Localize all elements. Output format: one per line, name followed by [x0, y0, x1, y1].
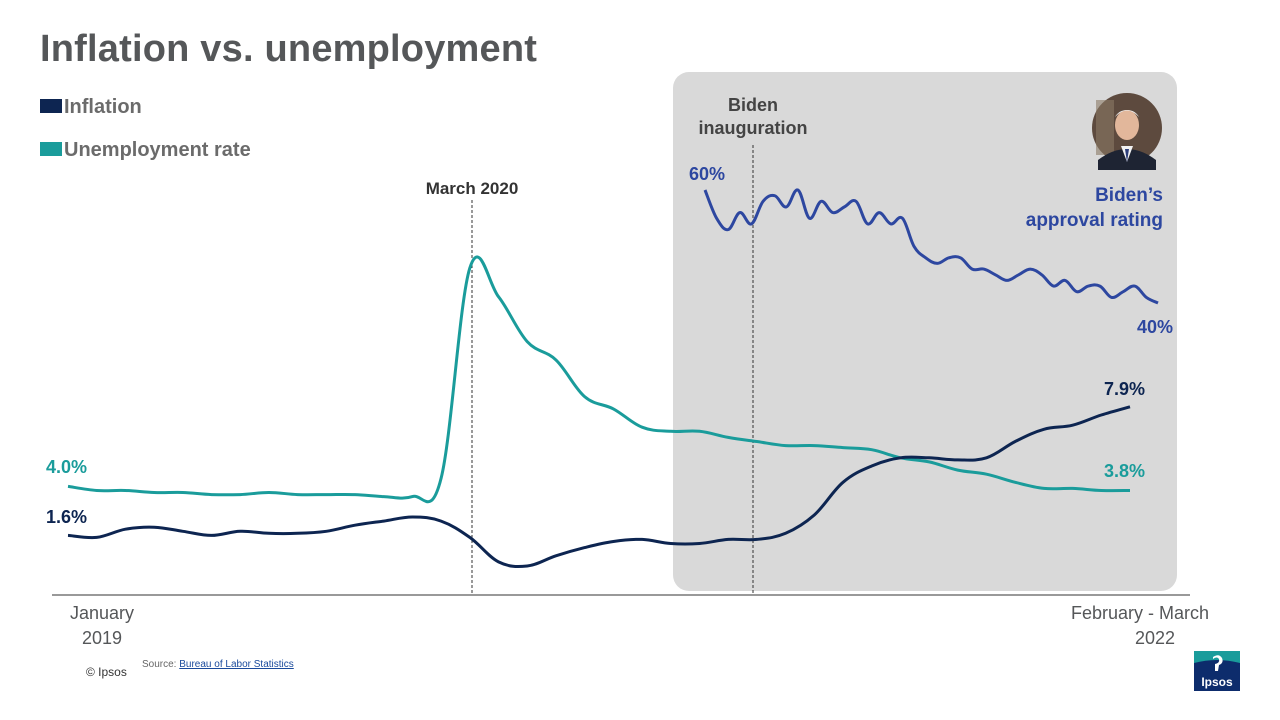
legend-label-inflation: Inflation — [64, 96, 142, 118]
x-axis-start-label: January 2019 — [52, 601, 152, 651]
x-axis-end-line2: 2022 — [1134, 628, 1176, 648]
x-axis-end-line1: February - March — [1070, 603, 1210, 623]
biden-portrait — [1092, 93, 1162, 170]
unemployment-end-value: 3.8% — [1104, 461, 1145, 481]
x-axis-end-label: February - March 2022 — [1062, 601, 1218, 651]
march-2020-label: March 2020 — [426, 179, 519, 198]
approval-start-value: 60% — [689, 164, 725, 184]
ipsos-logo-text: Ipsos — [1201, 675, 1233, 689]
source-link[interactable]: Bureau of Labor Statistics — [179, 659, 294, 670]
legend-label-unemployment: Unemployment rate — [64, 139, 251, 161]
source-prefix: Source: — [142, 659, 180, 670]
legend-swatch-inflation — [40, 99, 62, 113]
biden-term-shading — [673, 72, 1177, 591]
copyright: © Ipsos — [86, 665, 127, 679]
series-line-inflation — [67, 405, 1131, 569]
inauguration-label-line1: Biden — [728, 95, 778, 115]
source-note: Source: Bureau of Labor Statistics — [142, 659, 294, 670]
approval-label-line1: Biden’s — [1095, 185, 1163, 206]
approval-end-value: 40% — [1137, 317, 1173, 337]
chart-title: Inflation vs. unemployment — [40, 28, 538, 70]
series-line-unemployment — [67, 255, 1131, 504]
inflation-end-value: 7.9% — [1104, 379, 1145, 399]
approval-label-line2: approval rating — [1026, 210, 1163, 231]
legend-unemployment: Unemployment rate — [40, 139, 251, 162]
x-axis-start-line1: January — [69, 603, 135, 623]
inflation-start-value: 1.6% — [46, 507, 87, 527]
legend-swatch-unemployment — [40, 142, 62, 156]
x-axis-start-line2: 2019 — [81, 628, 123, 648]
ipsos-logo: Ipsos — [1194, 651, 1240, 691]
unemployment-start-value: 4.0% — [46, 457, 87, 477]
inauguration-label-line2: inauguration — [699, 118, 808, 138]
series-line-approval — [703, 188, 1159, 305]
legend-inflation: Inflation — [40, 96, 142, 119]
